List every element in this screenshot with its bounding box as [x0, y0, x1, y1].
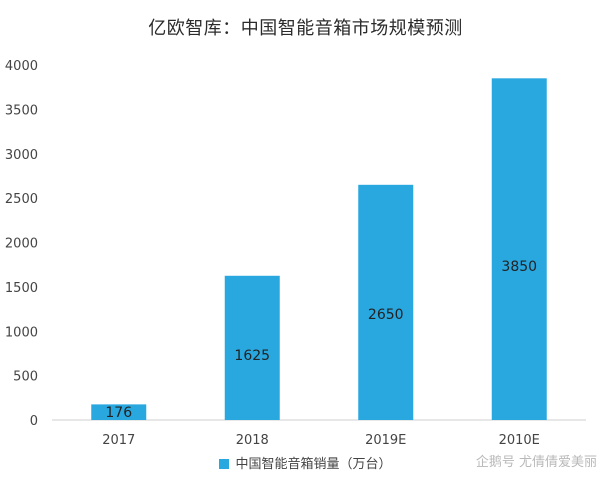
y-tick-label: 3000: [5, 148, 38, 163]
data-label: 176: [105, 405, 132, 421]
data-label: 2650: [368, 307, 404, 323]
y-tick-label: 500: [13, 370, 38, 385]
data-label: 1625: [234, 348, 270, 364]
y-tick-label: 3500: [5, 103, 38, 118]
bar-2010E: [491, 78, 547, 420]
x-tick-label: 2017: [102, 433, 135, 448]
x-tick-label: 2019E: [365, 433, 406, 448]
y-tick-label: 1000: [5, 325, 38, 340]
y-axis-ticks: 0 500 1000 1500 2000 2500 3000 3500 4000: [5, 59, 38, 429]
chart-title: 亿欧智库：中国智能音箱市场规模预测: [148, 18, 463, 39]
legend: 中国智能音箱销量（万台）: [0, 453, 611, 472]
y-tick-label: 4000: [5, 59, 38, 74]
watermark: 企鹅号 尤倩倩爱美丽: [475, 455, 597, 470]
bar-2018: [224, 275, 280, 420]
legend-label: 中国智能音箱销量（万台）: [235, 457, 392, 472]
y-tick-label: 0: [30, 414, 38, 429]
x-tick-label: 2018: [236, 433, 269, 448]
bars-group: 176 1625 2650 3850: [91, 78, 547, 421]
data-label: 3850: [501, 259, 537, 275]
bar-2019E: [358, 184, 414, 420]
x-axis-ticks: 2017 2018 2019E 2010E: [102, 433, 540, 448]
y-tick-label: 2000: [5, 237, 38, 252]
legend-swatch: [219, 459, 230, 469]
y-tick-label: 1500: [5, 281, 38, 296]
bar-2017: [91, 404, 147, 420]
x-tick-label: 2010E: [499, 433, 540, 448]
y-tick-label: 2500: [5, 192, 38, 207]
